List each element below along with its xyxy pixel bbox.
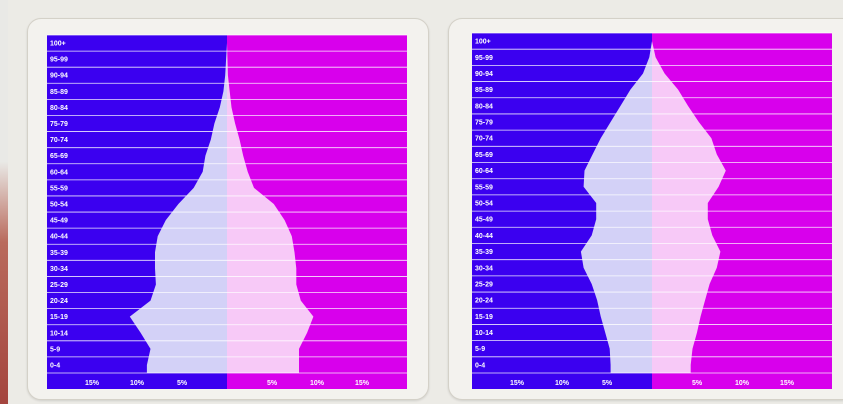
age-group-label: 85-89 [50,89,68,96]
x-tick-label: 5% [267,380,278,387]
age-group-label: 0-4 [475,362,485,369]
x-tick-label: 15% [780,380,795,387]
age-group-label: 95-99 [50,57,68,64]
age-group-label: 65-69 [50,153,68,160]
age-group-label: 55-59 [50,185,68,192]
x-tick-label: 10% [130,380,145,387]
age-group-label: 15-19 [50,314,68,321]
age-group-label: 75-79 [50,121,68,128]
age-group-label: 50-54 [475,201,493,208]
age-group-label: 100+ [50,41,66,48]
age-group-label: 75-79 [475,120,493,127]
age-group-label: 30-34 [475,265,493,272]
age-group-label: 10-14 [50,330,68,337]
age-group-label: 5-9 [50,346,60,353]
age-group-label: 65-69 [475,152,493,159]
age-group-label: 40-44 [475,233,493,240]
age-group-label: 45-49 [50,218,68,225]
age-group-label: 55-59 [475,184,493,191]
age-group-label: 35-39 [475,249,493,256]
slide-left-accent [0,0,8,404]
age-group-label: 0-4 [50,362,60,369]
x-tick-label: 5% [177,380,188,387]
x-tick-label: 10% [310,380,325,387]
age-group-label: 30-34 [50,266,68,273]
age-group-label: 50-54 [50,202,68,209]
age-group-label: 35-39 [50,250,68,257]
age-group-label: 25-29 [50,282,68,289]
age-group-label: 90-94 [50,73,68,80]
female-population-area-1 [227,35,314,373]
age-group-label: 95-99 [475,55,493,62]
x-tick-label: 15% [510,380,525,387]
age-group-label: 25-29 [475,281,493,288]
pyramid-panel-2: 0-4 5-9 10-14 15-19 20-24 25-29 30-34 35-39 40-4… [448,18,843,400]
age-group-label: 90-94 [475,71,493,78]
age-group-label: 15-19 [475,314,493,321]
age-group-label: 80-84 [475,103,493,110]
age-group-label: 70-74 [475,136,493,143]
female-population-area-2 [652,33,726,373]
age-group-label: 10-14 [475,330,493,337]
x-tick-label: 10% [555,380,570,387]
age-group-label: 20-24 [475,298,493,305]
x-tick-label: 15% [85,380,100,387]
age-group-label: 85-89 [475,87,493,94]
x-tick-label: 15% [355,380,370,387]
age-group-label: 45-49 [475,217,493,224]
x-tick-label: 5% [602,380,613,387]
age-group-label: 60-64 [50,169,68,176]
male-population-area-1 [129,35,227,373]
age-group-label: 5-9 [475,346,485,353]
age-group-label: 60-64 [475,168,493,175]
age-group-label: 70-74 [50,137,68,144]
male-population-area-2 [580,33,652,373]
age-group-label: 100+ [475,39,491,46]
population-pyramid-chart-1: 0-4 5-9 10-14 15-19 20-24 25-29 30-34 35-39 40-4… [47,34,407,389]
pyramid-panel-1: 0-4 5-9 10-14 15-19 20-24 25-29 30-34 35-39 40-4… [27,18,429,400]
x-tick-label: 10% [735,380,750,387]
age-group-label: 20-24 [50,298,68,305]
age-group-label: 80-84 [50,105,68,112]
x-tick-label: 5% [692,380,703,387]
age-group-label: 40-44 [50,234,68,241]
population-pyramid-chart-2: 0-4 5-9 10-14 15-19 20-24 25-29 30-34 35-39 40-4… [472,32,832,389]
